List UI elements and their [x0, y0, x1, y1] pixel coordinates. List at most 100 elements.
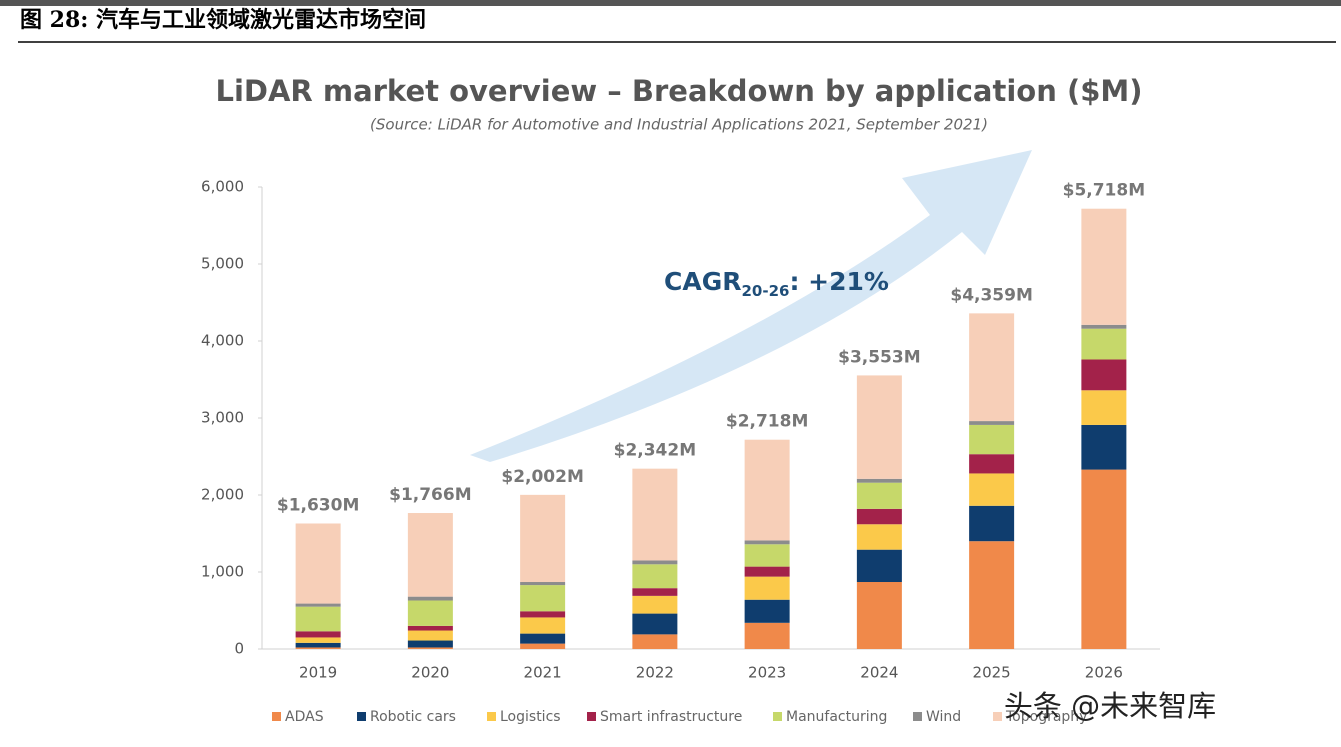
bar-segment [969, 473, 1015, 506]
cagr-suffix: : +21% [789, 267, 889, 296]
bar-segment [1081, 359, 1127, 391]
legend-swatch [487, 712, 496, 721]
cagr-subscript: 20-26 [741, 282, 789, 300]
total-label: $2,002M [501, 467, 584, 487]
x-tick-label: 2021 [524, 664, 562, 682]
x-tick-label: 2026 [1085, 664, 1123, 682]
bar-segment [744, 439, 790, 541]
bar-segment [520, 617, 566, 634]
bar-segment [407, 640, 453, 648]
bar-segment [407, 647, 453, 649]
bar-segment [856, 524, 902, 550]
bar-segment [1081, 208, 1127, 325]
bar-segment [520, 611, 566, 618]
bar-segment [1081, 469, 1127, 649]
bar-segment [632, 595, 678, 614]
x-tick-label: 2023 [748, 664, 786, 682]
y-tick-label: 2,000 [201, 486, 244, 504]
bar-segment [969, 424, 1015, 455]
total-label: $4,359M [950, 285, 1033, 305]
bar-segment [1081, 324, 1127, 329]
bar-segment [632, 564, 678, 589]
bar-segment [520, 494, 566, 583]
legend-label: Robotic cars [370, 709, 456, 725]
bar-segment [969, 313, 1015, 422]
y-tick-label: 1,000 [201, 563, 244, 581]
x-tick-label: 2020 [411, 664, 449, 682]
bar-segment [1081, 390, 1127, 425]
bar-segment [856, 375, 902, 479]
legend-label: ADAS [285, 709, 324, 725]
x-tick-label: 2022 [636, 664, 674, 682]
legend-label: Topography [1005, 709, 1087, 725]
legend-label: Smart infrastructure [600, 709, 742, 725]
bar-segment [295, 603, 341, 607]
total-label: $3,553M [838, 347, 921, 367]
legend-label: Wind [926, 709, 961, 725]
bar-segment [744, 622, 790, 649]
y-tick-label: 0 [234, 640, 244, 658]
total-label: $1,766M [389, 485, 472, 505]
chart-subtitle: (Source: LiDAR for Automotive and Indust… [370, 116, 988, 134]
bar-segment [856, 482, 902, 509]
bar-segment [407, 630, 453, 641]
legend-swatch [272, 712, 281, 721]
legend-swatch [913, 712, 922, 721]
bar-segment [969, 454, 1015, 474]
total-label: $2,718M [726, 412, 809, 432]
bar-segment [632, 468, 678, 561]
bar-segment [744, 599, 790, 623]
bar-segment [407, 596, 453, 601]
bar-segment [632, 613, 678, 635]
legend-swatch [587, 712, 596, 721]
legend-swatch [357, 712, 366, 721]
bar-segment [744, 544, 790, 567]
bar-segment [295, 523, 341, 604]
header-title: 图 28: 汽车与工业领域激光雷达市场空间 [20, 7, 426, 33]
bar-segment [856, 582, 902, 649]
x-tick-label: 2025 [973, 664, 1011, 682]
bar-segment [856, 508, 902, 525]
bar-segment [520, 633, 566, 644]
bar-segment [969, 541, 1015, 649]
y-tick-label: 3,000 [201, 409, 244, 427]
bar-segment [295, 631, 341, 638]
legend-swatch [773, 712, 782, 721]
top-bar [0, 0, 1341, 6]
bar-segment [520, 582, 566, 586]
bar-segment [295, 606, 341, 632]
bar-segment [1081, 328, 1127, 360]
bar-segment [969, 421, 1015, 425]
bar-segment [969, 505, 1015, 542]
bar-segment [407, 600, 453, 626]
cagr-text: CAGR [664, 267, 741, 296]
bar-segment [856, 549, 902, 583]
legend-label: Manufacturing [786, 709, 887, 725]
bar-segment [407, 513, 453, 597]
bar-segment [632, 560, 678, 565]
bar-segment [295, 647, 341, 649]
total-label: $1,630M [277, 495, 360, 515]
bar-segment [744, 566, 790, 577]
chart-title: LiDAR market overview – Breakdown by app… [215, 74, 1142, 108]
cagr-annotation: CAGR20-26: +21% [664, 267, 889, 300]
bar-segment [295, 637, 341, 643]
bar-segment [520, 585, 566, 612]
y-tick-label: 5,000 [201, 255, 244, 273]
bar-segment [295, 642, 341, 648]
bar-segment [744, 576, 790, 600]
x-tick-label: 2024 [860, 664, 898, 682]
bar-segment [744, 540, 790, 545]
growth-arrow [470, 150, 1032, 462]
bar-segment [856, 478, 902, 483]
bar-segment [1081, 424, 1127, 470]
total-label: $5,718M [1063, 181, 1146, 201]
x-tick-label: 2019 [299, 664, 337, 682]
legend-label: Logistics [500, 709, 561, 725]
bar-segment [632, 588, 678, 596]
bar-segment [407, 625, 453, 631]
legend-swatch [993, 712, 1002, 721]
bar-segment [520, 643, 566, 649]
watermark: 头条 @未来智库 [1004, 689, 1216, 723]
bar-segment [632, 634, 678, 649]
